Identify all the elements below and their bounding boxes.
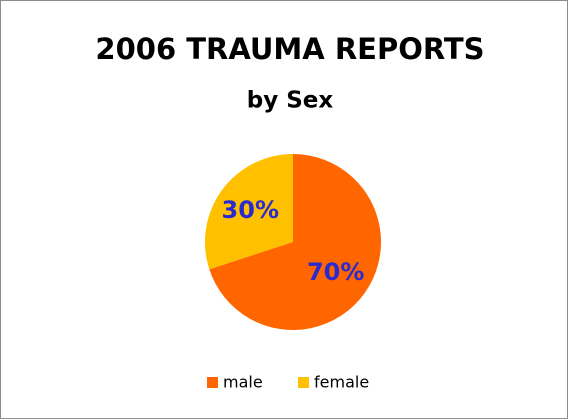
pie-slice <box>204 154 293 270</box>
data-label: 30% <box>222 196 279 224</box>
legend-label: female <box>314 373 369 392</box>
chart-subtitle: by Sex <box>247 88 334 114</box>
chart-title: 2006 TRAUMA REPORTS <box>95 32 484 66</box>
data-label: 70% <box>307 258 364 286</box>
pie-slice <box>209 154 381 330</box>
legend-label: male <box>223 373 263 392</box>
legend-swatch <box>207 377 218 388</box>
legend-swatch <box>298 377 309 388</box>
